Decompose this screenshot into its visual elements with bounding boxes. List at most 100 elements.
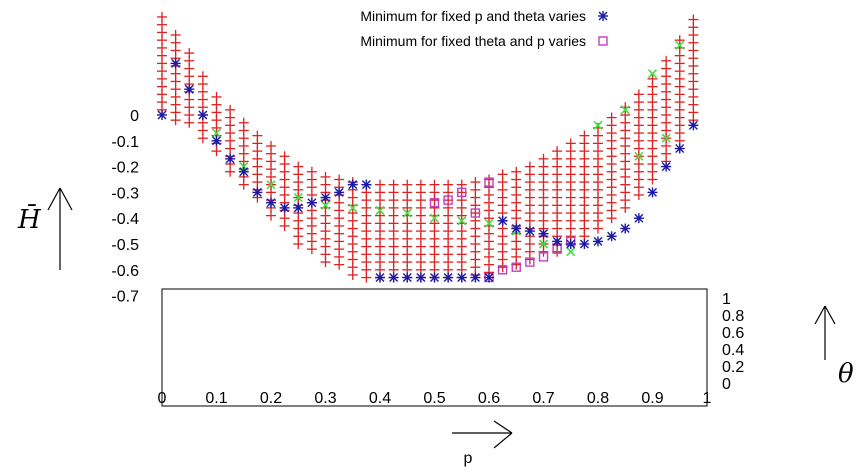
data-point-star	[484, 272, 494, 283]
legend-marker-square	[598, 36, 608, 46]
x-tick-labels: 0 0.1 0.2 0.3 0.4 0.5 0.6 0.7 0.8 0.9 1	[158, 390, 712, 407]
data-point-star	[661, 161, 672, 172]
data-point-cross	[647, 69, 658, 79]
data-point-star	[579, 239, 590, 249]
y2-tick-label: 0	[722, 376, 731, 393]
data-point-star	[361, 179, 372, 190]
y2-tick-label: 0.8	[722, 308, 744, 325]
y2-tick-label: 1	[722, 291, 731, 308]
data-point-star	[266, 197, 276, 208]
y-tick-label: -0.3	[111, 185, 139, 202]
data-point-cross	[211, 128, 222, 138]
data-point-star	[320, 192, 331, 203]
data-point-cross	[593, 120, 603, 130]
data-point-cross	[566, 247, 576, 257]
y-tick-label: 0	[130, 108, 139, 125]
x-tick-label: 0.1	[205, 390, 227, 407]
y-axis-arrow-icon	[47, 187, 73, 270]
y-tick-label: -0.1	[111, 134, 139, 151]
data-point-square	[511, 262, 521, 272]
data-point-cross	[429, 213, 440, 223]
data-point-cross	[620, 105, 630, 115]
data-point-plus	[320, 257, 331, 268]
data-point-star	[524, 226, 535, 237]
data-point-star	[497, 215, 508, 226]
data-point-cross	[484, 218, 494, 228]
data-point-plus	[293, 239, 304, 249]
y2-tick-label: 0.2	[722, 359, 744, 376]
data-point-star	[511, 223, 522, 234]
data-point-star	[184, 84, 195, 95]
y2-tick-labels: 10.80.60.40.20	[722, 291, 744, 393]
data-point-plus	[538, 246, 549, 257]
x-tick-label: 0	[158, 390, 167, 407]
data-point-plus	[334, 259, 345, 270]
data-point-star	[402, 272, 413, 283]
data-point-star	[293, 202, 304, 213]
x-tick-label: 0.5	[423, 390, 445, 407]
data-point-star	[375, 272, 385, 283]
data-point-cross	[320, 200, 331, 210]
data-point-plus	[633, 189, 644, 200]
data-point-star	[238, 166, 249, 177]
data-point-square	[457, 187, 467, 198]
y-tick-label: -0.5	[111, 237, 139, 254]
x-tick-label: 0.8	[587, 390, 609, 407]
data-point-plus	[279, 220, 290, 231]
data-point-star	[470, 272, 481, 283]
y-axis-label: H̄	[17, 203, 42, 235]
data-point-square	[525, 257, 535, 267]
data-point-square	[497, 265, 508, 275]
data-point-star	[456, 272, 467, 283]
data-point-plus	[266, 210, 276, 221]
data-point-square	[538, 252, 549, 262]
data-point-star	[306, 197, 317, 208]
data-point-plus	[593, 223, 603, 234]
data-point-square	[470, 208, 481, 218]
data-point-square	[443, 195, 453, 205]
x-tick-label: 0.6	[478, 390, 500, 407]
data-point-star	[538, 228, 549, 239]
data-point-star	[633, 213, 644, 224]
data-point-plus	[197, 133, 208, 144]
data-point-plus	[184, 117, 195, 128]
data-point-star	[347, 179, 358, 190]
y-tick-labels: 0 -0.1 -0.2 -0.3 -0.4 -0.5 -0.6 -0.7	[111, 108, 139, 306]
data-point-star	[429, 272, 440, 283]
y2-tick-label: 0.6	[722, 325, 744, 342]
data-point-star	[388, 272, 399, 283]
data-points	[157, 11, 699, 283]
legend-square	[598, 36, 608, 46]
data-point-plus	[347, 269, 358, 280]
legend-label-series-2: Minimum for fixed theta and p varies	[360, 33, 586, 49]
y-tick-label: -0.2	[111, 160, 139, 177]
data-point-plus	[225, 166, 236, 177]
y-tick-label: -0.4	[111, 211, 139, 228]
y2-axis-arrow-icon	[814, 305, 836, 360]
data-point-star	[225, 153, 236, 164]
data-point-star	[565, 239, 576, 249]
x-tick-label: 0.7	[532, 390, 554, 407]
data-point-plus	[211, 146, 222, 157]
data-point-plus	[647, 174, 658, 185]
x-tick-label: 0.2	[260, 390, 282, 407]
data-point-star	[197, 110, 208, 120]
y-tick-label: -0.7	[111, 289, 139, 306]
data-point-cross	[266, 180, 276, 190]
data-point-star	[211, 135, 222, 146]
data-point-star	[334, 187, 345, 198]
data-point-star	[593, 236, 603, 247]
data-point-cross	[293, 192, 303, 203]
data-point-cross	[457, 216, 467, 226]
data-point-plus	[361, 272, 372, 283]
data-point-star	[252, 187, 263, 198]
y2-tick-label: 0.4	[722, 342, 744, 359]
data-point-plus	[170, 115, 181, 126]
data-point-cross	[538, 239, 549, 249]
data-point-square	[429, 198, 440, 208]
x-tick-label: 0.3	[314, 390, 336, 407]
theta-panel-frame	[161, 288, 708, 407]
legend: Minimum for fixed p and theta varies Min…	[360, 8, 608, 49]
y2-axis-label: θ	[838, 359, 854, 389]
